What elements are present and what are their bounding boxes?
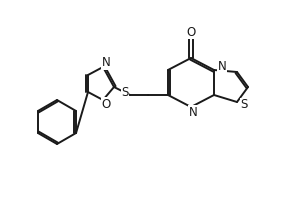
Text: S: S bbox=[240, 98, 248, 112]
Text: O: O bbox=[101, 98, 111, 110]
Text: S: S bbox=[121, 86, 129, 99]
Text: N: N bbox=[102, 56, 110, 70]
Text: N: N bbox=[218, 60, 226, 73]
Text: O: O bbox=[186, 25, 196, 38]
Text: N: N bbox=[189, 106, 197, 118]
